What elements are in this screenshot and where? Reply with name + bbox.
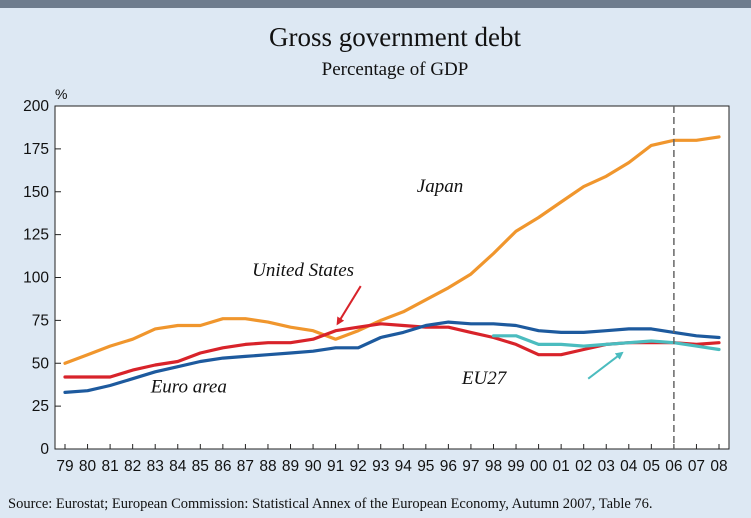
- series-line-eu27: [491, 334, 721, 352]
- x-tick-label: 05: [643, 458, 660, 475]
- y-tick-label: 0: [40, 441, 49, 458]
- annotation-label: Euro area: [150, 376, 227, 397]
- x-tick-label: 99: [507, 458, 524, 475]
- y-axis-unit: %: [55, 86, 67, 102]
- annotation-arrow: [336, 285, 362, 326]
- annotations: Japan United States Euro area EU27: [150, 176, 624, 397]
- annotation-label: EU27: [461, 368, 508, 389]
- y-tick-label: 25: [32, 398, 49, 415]
- chart-title: Gross government debt: [269, 22, 521, 52]
- x-tick-label: 93: [372, 458, 389, 475]
- x-tick-label: 80: [79, 458, 97, 475]
- x-tick-label: 90: [304, 458, 322, 475]
- y-axis: 0 25 50 75 100 125 150 175 200: [23, 98, 61, 458]
- y-tick-label: 150: [23, 184, 49, 201]
- x-tick-label: 97: [462, 458, 479, 475]
- x-tick-label: 02: [575, 458, 592, 475]
- x-tick-label: 98: [485, 458, 502, 475]
- x-tick-label: 01: [553, 458, 570, 475]
- chart-subtitle: Percentage of GDP: [322, 59, 469, 80]
- x-tick-label: 03: [598, 458, 615, 475]
- source-note: Source: Eurostat; European Commission: S…: [8, 496, 653, 512]
- x-tick-label: 04: [620, 458, 638, 475]
- annotation-label: Japan: [417, 176, 463, 197]
- annotation-arrow: [587, 351, 624, 380]
- x-tick-label: 00: [530, 458, 548, 475]
- x-tick-label: 79: [56, 458, 73, 475]
- x-tick-label: 08: [710, 458, 727, 475]
- x-tick-label: 83: [147, 458, 164, 475]
- header-bar: [0, 0, 751, 8]
- x-tick-label: 88: [259, 458, 276, 475]
- y-tick-label: 100: [23, 270, 49, 287]
- y-tick-label: 50: [32, 355, 50, 372]
- series-line-euro-area: [63, 320, 721, 394]
- x-tick-label: 81: [101, 458, 118, 475]
- x-tick-label: 96: [440, 458, 457, 475]
- x-tick-label: 91: [327, 458, 344, 475]
- plot-area: [54, 105, 730, 450]
- x-tick-label: 84: [169, 458, 187, 475]
- y-tick-label: 75: [32, 312, 49, 329]
- x-tick-label: 89: [282, 458, 299, 475]
- x-tick-label: 82: [124, 458, 141, 475]
- x-tick-label: 94: [395, 458, 413, 475]
- x-tick-label: 92: [350, 458, 367, 475]
- y-tick-label: 125: [23, 227, 49, 244]
- x-axis: 79 80 81 82 83 84 85 86 87 88 89 90 91 92 93 94 95 96 97 98…: [56, 444, 728, 475]
- y-tick-label: 175: [23, 141, 49, 158]
- series-layer: [63, 135, 721, 394]
- annotation-label: United States: [252, 260, 354, 281]
- y-tick-label: 200: [23, 98, 49, 115]
- x-tick-label: 07: [688, 458, 705, 475]
- series-line-japan: [63, 135, 721, 365]
- x-tick-label: 87: [237, 458, 254, 475]
- x-tick-label: 85: [192, 458, 209, 475]
- x-tick-label: 06: [665, 458, 682, 475]
- x-tick-label: 86: [214, 458, 231, 475]
- x-tick-label: 95: [417, 458, 434, 475]
